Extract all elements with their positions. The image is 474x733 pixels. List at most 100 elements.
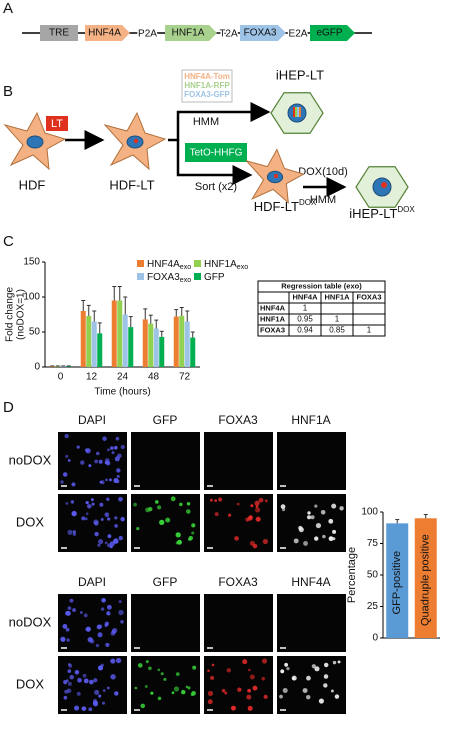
cell-signal: [315, 522, 322, 529]
legend-swatch: [194, 273, 201, 280]
bar: [128, 327, 134, 367]
table-cell: 1: [303, 304, 308, 313]
y-tick-label: 75: [367, 538, 379, 549]
channel-label: HNF4A: [291, 575, 330, 589]
cell-signal: [62, 472, 68, 477]
cell-signal: [314, 536, 319, 541]
cell-signal: [97, 539, 104, 545]
bar: [60, 366, 66, 367]
x-tick-label: 48: [148, 372, 160, 383]
table-cell: 1: [367, 326, 372, 335]
cell-signal: [107, 517, 111, 521]
y-tick-label: 100: [23, 292, 40, 303]
legend-label: GFP: [204, 272, 225, 283]
cell-signal: [318, 698, 324, 704]
cell-signal: [311, 664, 316, 669]
cell-signal: [104, 621, 109, 626]
cell-signal: [81, 516, 86, 521]
cell-signal: [284, 662, 289, 667]
cell-signal: [226, 668, 231, 673]
teto-box: [185, 143, 247, 162]
vector-label: HNF1A-RFP: [184, 81, 230, 90]
cell-signal: [106, 497, 110, 502]
cell-signal: [94, 531, 99, 537]
construct-part: [310, 25, 355, 41]
cell-signal: [136, 527, 140, 531]
text: HDF-LT: [254, 199, 299, 214]
condition: DOX(10d): [298, 166, 348, 178]
cell-signal: [145, 660, 149, 664]
cell-signal: [249, 674, 255, 680]
cell-signal: [148, 506, 153, 512]
channel-label: FOXA3: [218, 413, 258, 427]
y-tick-label: 0: [372, 633, 378, 644]
cell-signal: [187, 686, 191, 690]
cell-signal: [306, 694, 311, 700]
cell-signal: [65, 627, 70, 632]
construct-label: HNF4A: [88, 28, 121, 39]
legend-label: HNF4Aexo: [147, 259, 191, 271]
channel-label: DAPI: [78, 575, 106, 589]
construct-part: [40, 25, 78, 41]
panel-label: C: [3, 233, 14, 250]
construct-label: FOXA3: [244, 28, 277, 39]
table-header: FOXA3: [356, 292, 381, 301]
cell-signal: [60, 480, 64, 484]
cell-signal: [93, 519, 99, 525]
y-tick-label: 100: [361, 507, 378, 518]
cell-label: HDF: [19, 177, 46, 192]
lt-box: [46, 116, 68, 131]
cell-signal: [101, 597, 106, 603]
cell-signal: [101, 701, 106, 705]
cell-signal: [102, 436, 107, 441]
cell-signal: [102, 689, 106, 692]
cell-signal: [191, 690, 196, 696]
construct-part: [85, 25, 130, 41]
cell-signal: [111, 451, 115, 455]
table-cell: 0.94: [297, 326, 313, 335]
cell-signal: [109, 446, 114, 450]
cell-signal: [339, 506, 344, 511]
x-tick-label: 72: [179, 372, 191, 383]
cell-signal: [175, 672, 180, 677]
table-row-label: FOXA3: [260, 325, 285, 334]
cell-signal: [84, 448, 89, 452]
cell-signal: [218, 497, 223, 502]
cell-signal: [332, 529, 337, 534]
cell-signal: [157, 668, 161, 672]
linker-label: T2A: [219, 29, 238, 40]
micrograph: [277, 656, 346, 714]
bar: [153, 328, 159, 367]
cell-signal: [191, 523, 196, 528]
cell-signal: [85, 628, 89, 631]
channel-label: GFP: [153, 575, 178, 589]
cell-signal: [85, 512, 89, 516]
cell-signal: [76, 691, 81, 696]
legend-label: HNF1Aexo: [204, 259, 248, 271]
panel-label: B: [3, 83, 13, 100]
cell-signal: [115, 657, 122, 664]
cell-label: iHEP-LT: [276, 67, 324, 82]
legend-subscript: exo: [180, 277, 191, 284]
channel-label: HNF1A: [291, 413, 330, 427]
micrograph: [277, 494, 346, 552]
cell-signal: [100, 607, 105, 611]
cell-signal: [69, 598, 74, 603]
cell-signal: [307, 511, 311, 515]
micrograph: [131, 432, 200, 490]
cell-signal: [144, 685, 148, 688]
channel-label: DAPI: [78, 413, 106, 427]
construct-part: [240, 25, 286, 41]
legend-swatch: [194, 260, 201, 267]
cell-label: HDF-LT: [109, 177, 154, 192]
cell-signal: [140, 703, 146, 709]
cell-signal: [157, 696, 162, 701]
condition: Sort (x2): [195, 181, 237, 193]
y-tick-label: 150: [23, 257, 40, 268]
teto-label: TetO-HHFG: [190, 148, 243, 159]
cell-signal: [99, 502, 104, 507]
cell-signal: [94, 459, 99, 464]
cell-signal: [247, 688, 251, 693]
bar: [80, 311, 86, 367]
